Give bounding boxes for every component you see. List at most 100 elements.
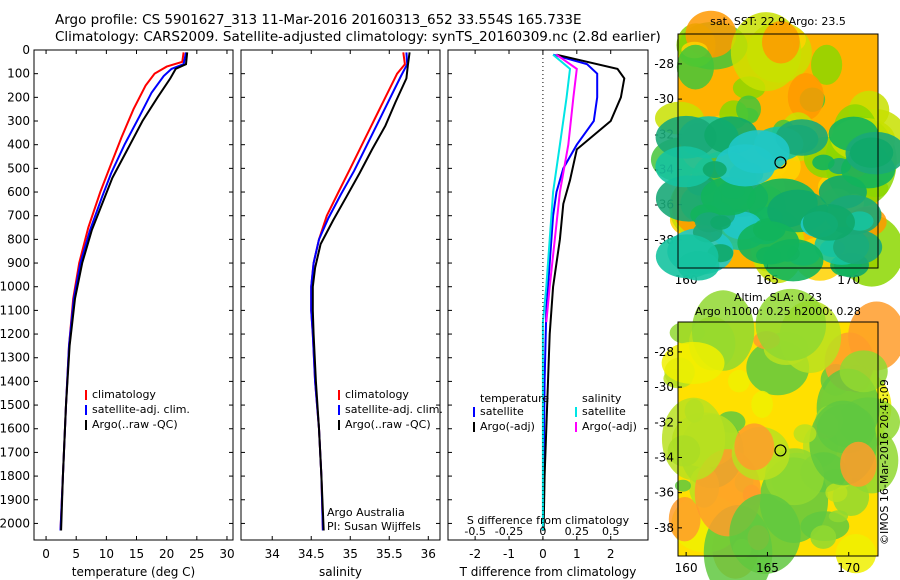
sst-map-cool-blob (812, 154, 835, 171)
difference-profile-xtick-label: 2 (607, 547, 615, 561)
sst-map-cool-blob (775, 119, 829, 156)
difference-profile-series-salinity-satellite (541, 53, 572, 531)
sst-map-argo-marker-top (774, 156, 787, 169)
sla-map-xtick-label: 160 (675, 561, 698, 575)
salinity-diff-tick-label: 0.25 (565, 525, 590, 538)
sst-map-cool-blob (849, 137, 894, 168)
sla-map-field-blob (751, 390, 773, 418)
temperature-profile-xtick-label: 0 (42, 547, 50, 561)
legend-label: climatology (92, 388, 156, 401)
depth-tick-label: 400 (7, 138, 30, 152)
sst-map-xtick-label: 165 (756, 273, 779, 287)
sla-map-field-blob (828, 510, 849, 523)
sst-map-cool-blob (737, 221, 800, 265)
legend-label: Argo(-adj) (582, 420, 637, 433)
depth-tick-label: 1400 (0, 374, 30, 388)
sst-map-cool-blob (710, 215, 731, 230)
sla-map-field-blob (674, 479, 691, 492)
sst-map-field-blob (736, 95, 761, 123)
depth-tick-label: 1700 (0, 445, 30, 459)
depth-tick-label: 600 (7, 185, 30, 199)
sst-map-cool-blob (833, 229, 883, 265)
sla-map-ytick-label: -38 (654, 521, 674, 535)
salinity-profile-xtick-label: 36 (421, 547, 436, 561)
sla-map-field-blob (835, 534, 877, 574)
depth-tick-label: 700 (7, 209, 30, 223)
difference-profile-xtick-label: 0 (539, 547, 547, 561)
difference-profile-series-temperature-satellite (541, 53, 599, 531)
sla-map-field-blob (668, 496, 701, 542)
temperature-profile-xtick-label: 25 (189, 547, 204, 561)
temperature-profile-xtick-label: 15 (129, 547, 144, 561)
legend-label: satellite-adj. clim. (345, 403, 443, 416)
sst-map-cool-blob (702, 161, 727, 178)
sst-map-frame-top (677, 33, 879, 269)
temperature-profile-series-satellite-adj-clim- (59, 52, 187, 531)
difference-profile-xlabel: T difference from climatology (459, 565, 637, 579)
sla-map-field-blob (810, 525, 837, 549)
temperature-profile-series-climatology (59, 52, 185, 531)
legend-label: climatology (345, 388, 409, 401)
difference-profile-series-salinity-argo-adj- (545, 53, 578, 323)
depth-tick-label: 1800 (0, 469, 30, 483)
salinity-diff-label: S difference from climatology (467, 514, 630, 527)
sla-map-ytick-label: -30 (654, 380, 674, 394)
legend-label: Argo(..raw -QC) (345, 418, 431, 431)
sla-map-field-blob (840, 441, 877, 487)
sst-map-cool-blob (655, 146, 714, 188)
sla-map-frame (677, 321, 879, 557)
salinity-profile-series-satellite-adj-clim- (310, 52, 409, 531)
sst-map-ytick-label: -30 (654, 92, 674, 106)
difference-profile-frame (447, 49, 649, 541)
sst-map-title: sat. SST: 22.9 Argo: 23.5 (710, 15, 846, 28)
salinity-profile-series-argo-raw-qc- (311, 52, 411, 531)
sla-map-field-blob (729, 493, 801, 574)
sla-map-ytick-label: -34 (654, 450, 674, 464)
temperature-profile-xlabel: temperature (deg C) (72, 565, 195, 579)
difference-profile-xtick-label: 1 (573, 547, 581, 561)
sst-map-field-blob (761, 20, 800, 64)
sst-map-cool-blob (655, 115, 717, 159)
depth-tick-label: 300 (7, 114, 30, 128)
salinity-profile-frame (240, 49, 441, 541)
salinity-profile-series-climatology (310, 52, 406, 531)
salinity-diff-tick-label: 0.5 (602, 525, 620, 538)
depth-tick-label: 1100 (0, 303, 30, 317)
salinity-profile-xtick-label: 34.5 (298, 547, 325, 561)
difference-profile-xtick-label: -2 (469, 547, 481, 561)
temperature-profile-xtick-label: 20 (159, 547, 174, 561)
sst-map-cool-blob (677, 251, 720, 281)
sla-map-field-blob (661, 341, 725, 385)
depth-tick-label: 200 (7, 90, 30, 104)
depth-tick-label: 2000 (0, 516, 30, 530)
sla-map-field-blob (661, 397, 726, 481)
imos-credit: ©IMOS 16-Mar-2016 20:45:09 (878, 379, 891, 545)
salinity-profile-xtick-label: 35.5 (376, 547, 403, 561)
difference-profile-series-temperature-argo-adj- (542, 53, 626, 531)
depth-tick-label: 800 (7, 232, 30, 246)
legend-label: satellite (582, 405, 626, 418)
depth-tick-label: 500 (7, 161, 30, 175)
sla-map-field-blob (727, 369, 750, 393)
temperature-profile-xtick-label: 5 (72, 547, 80, 561)
depth-tick-label: 0 (22, 43, 30, 57)
temperature-profile-frame (33, 49, 234, 541)
sla-map-field-blob (734, 423, 775, 471)
sla-map-xtick-label: 165 (756, 561, 779, 575)
depth-tick-label: 1500 (0, 398, 30, 412)
temperature-profile-xtick-label: 30 (219, 547, 234, 561)
salinity-diff-tick-label: 0 (539, 525, 546, 538)
sst-map-field-blob (787, 73, 824, 121)
sst-map-ytick-label: -28 (654, 57, 674, 71)
sla-map-ytick-label: -32 (654, 415, 674, 429)
sla-map-field-blob (825, 483, 848, 503)
depth-tick-label: 1900 (0, 493, 30, 507)
salinity-annotation: Argo Australia (327, 506, 405, 519)
legend-heading-temperature: temperature (480, 392, 549, 405)
sst-map-cool-blob (727, 130, 790, 174)
salinity-annotation: PI: Susan Wijffels (327, 520, 421, 533)
sla-map (661, 288, 900, 580)
depth-tick-label: 1600 (0, 422, 30, 436)
temperature-profile-series-argo-raw-qc- (60, 52, 189, 531)
